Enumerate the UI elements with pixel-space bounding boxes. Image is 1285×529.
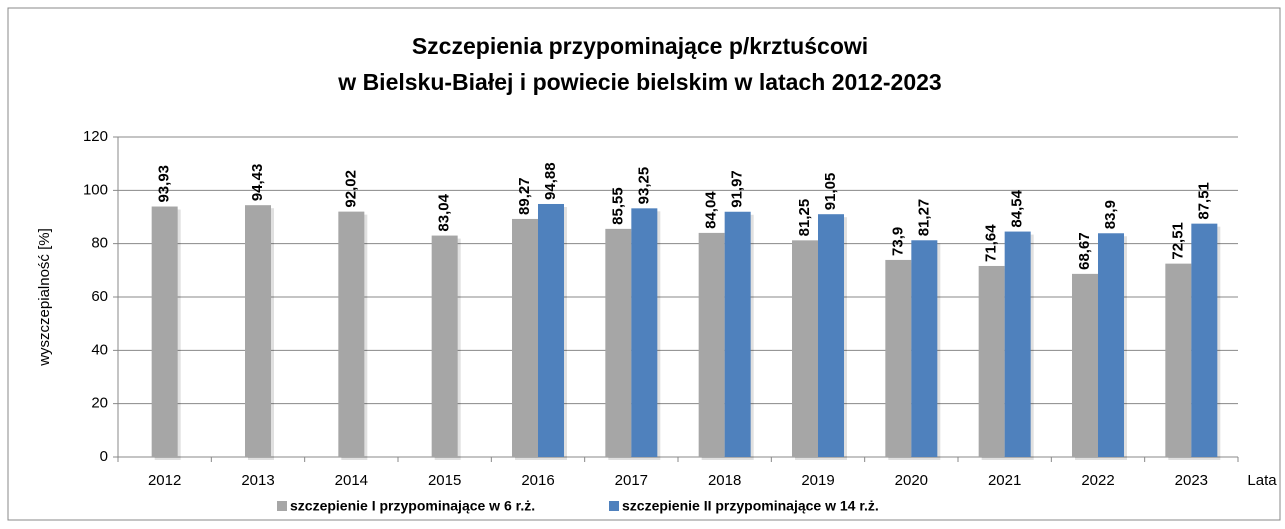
value-label: 72,51 <box>1169 222 1186 260</box>
x-tick-label: 2013 <box>241 472 274 489</box>
value-label: 93,25 <box>635 167 652 205</box>
y-tick-label: 0 <box>100 448 108 465</box>
value-label: 94,88 <box>542 162 559 200</box>
value-label: 93,93 <box>156 165 173 203</box>
legend-label: szczepienie II przypominające w 14 r.ż. <box>622 498 879 514</box>
x-tick-label: 2021 <box>988 472 1021 489</box>
chart-title: w Bielsku-Białej i powiecie bielskim w l… <box>337 69 941 95</box>
x-tick-label: 2018 <box>708 472 741 489</box>
y-tick-label: 100 <box>83 181 108 198</box>
bar <box>512 218 538 457</box>
chart-title: Szczepienia przypominające p/krztuścowi <box>412 33 868 59</box>
value-label: 84,54 <box>1009 189 1026 227</box>
y-tick-label: 120 <box>83 128 108 145</box>
x-tick-label: 2020 <box>895 472 928 489</box>
bar <box>1072 273 1098 457</box>
value-label: 83,04 <box>436 193 453 231</box>
bar <box>1165 263 1192 457</box>
bar <box>818 214 844 457</box>
value-label: 84,04 <box>703 191 720 229</box>
x-tick-label: 2012 <box>148 472 181 489</box>
bar <box>1004 231 1031 457</box>
bar <box>1191 223 1218 457</box>
value-label: 83,9 <box>1102 200 1119 229</box>
bar <box>151 206 178 457</box>
bar <box>885 259 912 457</box>
x-axis-label: Lata <box>1247 472 1277 489</box>
x-tick-label: 2023 <box>1175 472 1208 489</box>
legend-label: szczepienie I przypominające w 6 r.ż. <box>290 498 535 514</box>
x-tick-label: 2015 <box>428 472 461 489</box>
value-label: 68,67 <box>1076 232 1093 270</box>
y-axis-label: wyszczepialność [%] <box>36 228 53 367</box>
bar <box>605 228 632 457</box>
x-tick-label: 2016 <box>521 472 554 489</box>
y-tick-label: 20 <box>91 395 108 412</box>
bar <box>792 240 818 457</box>
x-tick-label: 2014 <box>335 472 368 489</box>
legend-swatch <box>277 501 287 511</box>
bar <box>338 211 365 457</box>
bar <box>245 205 271 457</box>
legend-swatch <box>609 501 619 511</box>
bar <box>538 203 564 457</box>
value-label: 94,43 <box>249 164 266 202</box>
y-tick-label: 40 <box>91 341 108 358</box>
y-tick-label: 80 <box>91 235 108 252</box>
bar <box>431 235 458 457</box>
value-label: 91,05 <box>822 173 839 211</box>
value-label: 81,27 <box>915 199 932 237</box>
bar <box>1098 233 1124 457</box>
y-tick-label: 60 <box>91 288 108 305</box>
bar <box>978 265 1005 457</box>
bar <box>631 208 658 457</box>
x-tick-label: 2022 <box>1081 472 1114 489</box>
bar <box>698 232 725 457</box>
bar <box>911 240 938 457</box>
value-label: 92,02 <box>342 170 359 208</box>
value-label: 71,64 <box>983 224 1000 262</box>
value-label: 81,25 <box>796 199 813 237</box>
x-tick-label: 2019 <box>801 472 834 489</box>
bar <box>724 211 751 457</box>
x-tick-label: 2017 <box>615 472 648 489</box>
value-label: 85,55 <box>609 187 626 225</box>
value-label: 87,51 <box>1195 182 1212 220</box>
value-label: 73,9 <box>889 227 906 256</box>
value-label: 91,97 <box>729 170 746 208</box>
value-label: 89,27 <box>516 177 533 215</box>
